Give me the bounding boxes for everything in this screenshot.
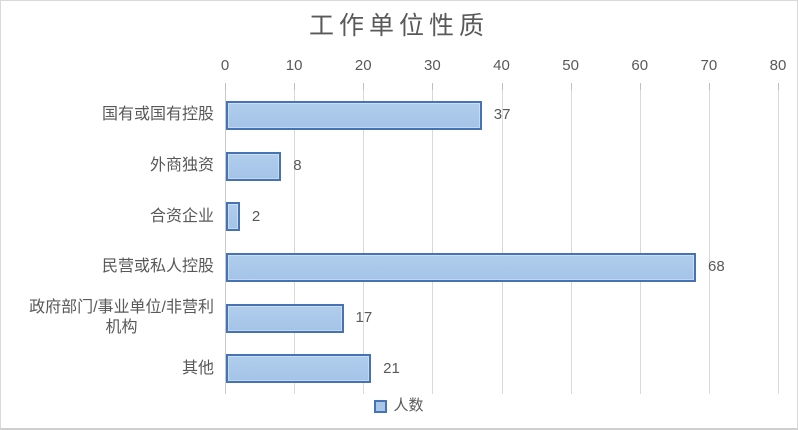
gridline — [294, 90, 296, 394]
axis-tick — [501, 83, 503, 90]
gridline — [432, 90, 434, 394]
category-axis-line — [225, 90, 226, 394]
legend-swatch — [374, 399, 388, 413]
axis-tick — [708, 83, 710, 90]
chart-title: 工作单位性质 — [308, 12, 489, 40]
category-label: 其他 — [181, 359, 214, 377]
value-label: 2 — [251, 207, 261, 225]
gridline — [570, 90, 572, 394]
axis-tick — [363, 83, 365, 90]
gridline — [708, 90, 710, 394]
bar-2[interactable] — [226, 151, 282, 181]
axis-tick — [778, 83, 779, 90]
legend-label: 人数 — [393, 397, 424, 414]
axis-tick — [639, 83, 641, 90]
axis-tick — [225, 83, 226, 90]
axis-tick-label: 80 — [769, 57, 787, 74]
axis-tick-label: 0 — [220, 57, 230, 74]
axis-tick-label: 10 — [285, 57, 303, 74]
axis-tick-label: 30 — [424, 57, 441, 74]
axis-tick — [294, 83, 296, 90]
category-label: 民营或私人控股 — [101, 258, 214, 276]
value-label: 37 — [493, 106, 511, 124]
axis-tick — [570, 83, 572, 90]
axis-tick-label: 70 — [700, 57, 718, 74]
gridline — [501, 90, 503, 394]
category-label: 合资企业 — [149, 207, 214, 225]
bar-4[interactable] — [226, 252, 697, 282]
legend[interactable]: 人数 — [1, 397, 797, 415]
axis-tick-label: 20 — [354, 57, 372, 74]
category-label: 国有或国有控股 — [101, 106, 214, 124]
category-label: 外商独资 — [149, 157, 214, 174]
gridline — [639, 90, 641, 394]
axis-tick-label: 60 — [631, 57, 649, 74]
bar-1[interactable] — [226, 100, 482, 130]
bar-5[interactable] — [226, 303, 344, 333]
value-axis: 0 10 20 30 40 50 60 70 80 — [1, 58, 797, 74]
gridline — [778, 90, 779, 394]
axis-tick-label: 40 — [493, 57, 510, 74]
value-label: 8 — [293, 157, 302, 174]
plot-area: 37 8 2 68 17 21 — [225, 83, 779, 394]
bar-6[interactable] — [226, 354, 372, 384]
value-label: 17 — [355, 309, 373, 326]
axis-tick-label: 50 — [562, 57, 579, 74]
value-label: 68 — [708, 258, 725, 276]
gridline — [363, 90, 365, 394]
axis-tick — [432, 83, 434, 90]
category-label: 政府部门/事业单位/非营利 机构 — [29, 299, 214, 336]
value-label: 21 — [383, 359, 400, 377]
bar-3[interactable] — [226, 202, 240, 232]
